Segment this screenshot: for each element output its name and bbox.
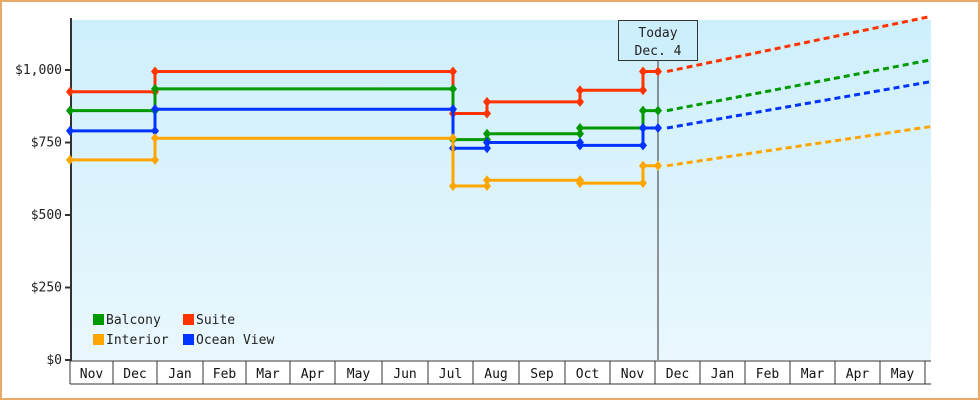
today-label: Today bbox=[638, 26, 677, 41]
x-month-label: Sep bbox=[530, 367, 554, 382]
y-axis: $0 $250 $500 $750 $1,000 bbox=[15, 18, 72, 368]
legend-label: Balcony bbox=[106, 313, 161, 328]
series-ocean-view bbox=[66, 80, 932, 154]
legend-label: Suite bbox=[196, 313, 235, 328]
legend-swatch bbox=[93, 334, 104, 345]
legend-swatch bbox=[183, 314, 194, 325]
data-point[interactable] bbox=[151, 83, 159, 94]
data-point[interactable] bbox=[449, 181, 457, 191]
y-tick-label: $0 bbox=[46, 353, 62, 368]
data-point[interactable] bbox=[483, 128, 491, 139]
legend-item-ocean-view[interactable]: Ocean View bbox=[183, 333, 274, 348]
y-tick-label: $750 bbox=[31, 136, 62, 151]
data-point[interactable] bbox=[654, 123, 662, 133]
data-point[interactable] bbox=[483, 137, 491, 148]
x-axis: Nov Dec Jan Feb Mar Apr May Jun Jul Aug Sep Oct Nov D… bbox=[69, 360, 931, 385]
data-point[interactable] bbox=[449, 133, 457, 144]
data-point[interactable] bbox=[576, 140, 584, 151]
data-point[interactable] bbox=[66, 125, 74, 136]
data-point[interactable] bbox=[654, 160, 662, 171]
x-month-label: Oct bbox=[576, 367, 599, 382]
data-point[interactable] bbox=[576, 128, 584, 139]
data-point[interactable] bbox=[151, 125, 159, 136]
legend-swatch bbox=[183, 334, 194, 345]
y-tick-label: $1,000 bbox=[15, 63, 62, 78]
legend-item-balcony[interactable]: Balcony bbox=[93, 313, 161, 328]
x-month-label: Feb bbox=[756, 367, 780, 382]
y-tick-label: $250 bbox=[31, 281, 62, 296]
x-month-label: Jan bbox=[168, 367, 191, 382]
data-point[interactable] bbox=[66, 154, 74, 165]
series-suite bbox=[66, 14, 932, 119]
data-point[interactable] bbox=[654, 66, 662, 77]
series-lines bbox=[66, 14, 932, 191]
x-month-label: Feb bbox=[213, 367, 237, 382]
data-point[interactable] bbox=[483, 143, 491, 154]
data-point[interactable] bbox=[66, 105, 74, 116]
data-point[interactable] bbox=[576, 123, 584, 133]
data-point[interactable] bbox=[639, 85, 647, 96]
data-point[interactable] bbox=[654, 105, 662, 116]
today-label-box bbox=[618, 20, 698, 61]
data-point[interactable] bbox=[576, 85, 584, 96]
data-point[interactable] bbox=[66, 86, 74, 97]
data-point[interactable] bbox=[483, 108, 491, 119]
y-tick-label: $500 bbox=[31, 208, 62, 223]
data-point[interactable] bbox=[639, 66, 647, 77]
x-month-label: Jan bbox=[711, 367, 734, 382]
data-point[interactable] bbox=[576, 178, 584, 189]
x-month-label: Nov bbox=[80, 367, 104, 382]
legend: Balcony Suite Interior Ocean View bbox=[93, 313, 274, 348]
legend-label: Ocean View bbox=[196, 333, 274, 348]
data-point[interactable] bbox=[483, 181, 491, 191]
x-month-label: May bbox=[347, 367, 371, 382]
data-point[interactable] bbox=[639, 160, 647, 171]
data-point[interactable] bbox=[639, 105, 647, 116]
x-month-label: Mar bbox=[256, 367, 280, 382]
legend-item-interior[interactable]: Interior bbox=[93, 333, 169, 348]
data-point[interactable] bbox=[151, 66, 159, 77]
plot-area bbox=[71, 20, 931, 360]
series-interior bbox=[66, 125, 932, 191]
x-month-label: Jun bbox=[393, 367, 416, 382]
x-month-label: Mar bbox=[801, 367, 825, 382]
legend-swatch bbox=[93, 314, 104, 325]
x-month-label: Jul bbox=[439, 367, 462, 382]
x-month-label: Apr bbox=[301, 367, 325, 382]
data-point[interactable] bbox=[151, 104, 159, 115]
today-marker: Today Dec. 4 bbox=[618, 20, 698, 360]
legend-label: Interior bbox=[106, 333, 169, 348]
data-point[interactable] bbox=[151, 154, 159, 165]
data-point[interactable] bbox=[639, 123, 647, 133]
data-point[interactable] bbox=[449, 104, 457, 115]
data-point[interactable] bbox=[449, 83, 457, 94]
data-point[interactable] bbox=[483, 175, 491, 186]
today-date: Dec. 4 bbox=[635, 44, 682, 59]
x-month-label: Nov bbox=[621, 367, 645, 382]
x-month-label: Dec bbox=[123, 367, 146, 382]
x-month-label: Dec bbox=[666, 367, 689, 382]
x-month-label: May bbox=[891, 367, 915, 382]
data-point[interactable] bbox=[639, 140, 647, 151]
data-point[interactable] bbox=[639, 178, 647, 189]
x-month-label: Apr bbox=[846, 367, 870, 382]
legend-item-suite[interactable]: Suite bbox=[183, 313, 235, 328]
data-point[interactable] bbox=[483, 96, 491, 107]
x-month-label: Aug bbox=[484, 367, 507, 382]
data-point[interactable] bbox=[151, 133, 159, 144]
data-point[interactable] bbox=[449, 66, 457, 77]
data-point[interactable] bbox=[576, 96, 584, 107]
